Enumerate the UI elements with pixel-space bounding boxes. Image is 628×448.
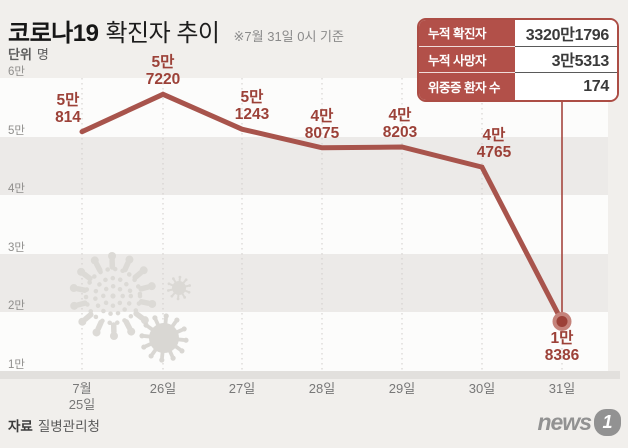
data-point-label: 5만 7220 <box>145 54 181 89</box>
unit-caption: 단위 명 <box>8 44 49 63</box>
data-point-label: 1만 8386 <box>544 330 580 365</box>
news1-logo: news 1 <box>537 409 621 436</box>
x-axis-label: 27일 <box>228 381 256 396</box>
y-axis-label: 5만 <box>8 124 25 137</box>
x-axis-label: 26일 <box>149 381 177 396</box>
source-label: 자료 <box>8 419 33 434</box>
source-value: 질병관리청 <box>37 419 100 434</box>
virus-icon-large <box>69 252 157 340</box>
title-sub: 확진자 추이 <box>105 20 220 47</box>
y-axis-label: 2만 <box>8 300 25 312</box>
data-point-marker <box>556 315 568 327</box>
data-point-label: 4만 8075 <box>304 107 340 142</box>
trend-line <box>79 91 565 324</box>
x-axis-strip <box>0 370 620 379</box>
y-axis-label: 1만 <box>8 358 25 371</box>
stats-label-critical-patients: 위중증 환자 수 <box>419 73 515 100</box>
page-title: 코로나19 확진자 추이 ※7월 31일 0시 기준 <box>8 13 344 48</box>
news1-badge-icon: 1 <box>594 409 621 436</box>
data-point-label: 4만 8203 <box>382 107 418 141</box>
plot-band <box>0 136 608 195</box>
y-axis-label: 3만 <box>8 241 25 254</box>
plot-band <box>0 195 608 254</box>
x-axis-label: 31일 <box>548 381 576 396</box>
stats-value-cumulative-cases: 3320만1796 <box>515 20 617 47</box>
data-point-label: 5만 814 <box>55 91 81 126</box>
data-point-label: 4만 4765 <box>476 127 512 162</box>
title-main: 코로나19 <box>8 20 99 47</box>
data-point-label: 5만 1243 <box>234 89 270 124</box>
unit-label: 단위 <box>8 47 32 62</box>
stats-box: 누적 확진자 3320만1796 누적 사망자 3만5313 위중증 환자 수 … <box>417 18 619 102</box>
y-axis-label: 6만 <box>8 66 25 78</box>
unit-value: 명 <box>36 47 49 62</box>
stats-value-critical-patients: 174 <box>515 73 617 100</box>
x-axis-label: 7월 25일 <box>68 381 96 412</box>
title-note: ※7월 31일 0시 기준 <box>233 29 344 44</box>
x-axis-label: 29일 <box>388 381 416 396</box>
stats-label-cumulative-deaths: 누적 사망자 <box>419 46 515 74</box>
virus-icon-small <box>166 275 192 301</box>
x-axis-label: 28일 <box>308 381 336 396</box>
virus-icon-medium <box>139 313 189 363</box>
stats-label-cumulative-cases: 누적 확진자 <box>419 20 515 47</box>
source-caption: 자료 질병관리청 <box>8 415 100 435</box>
stats-value-cumulative-deaths: 3만5313 <box>515 46 617 74</box>
x-axis-label: 30일 <box>468 381 496 396</box>
news1-logo-text: news <box>537 409 592 435</box>
y-axis-label: 4만 <box>8 183 25 195</box>
